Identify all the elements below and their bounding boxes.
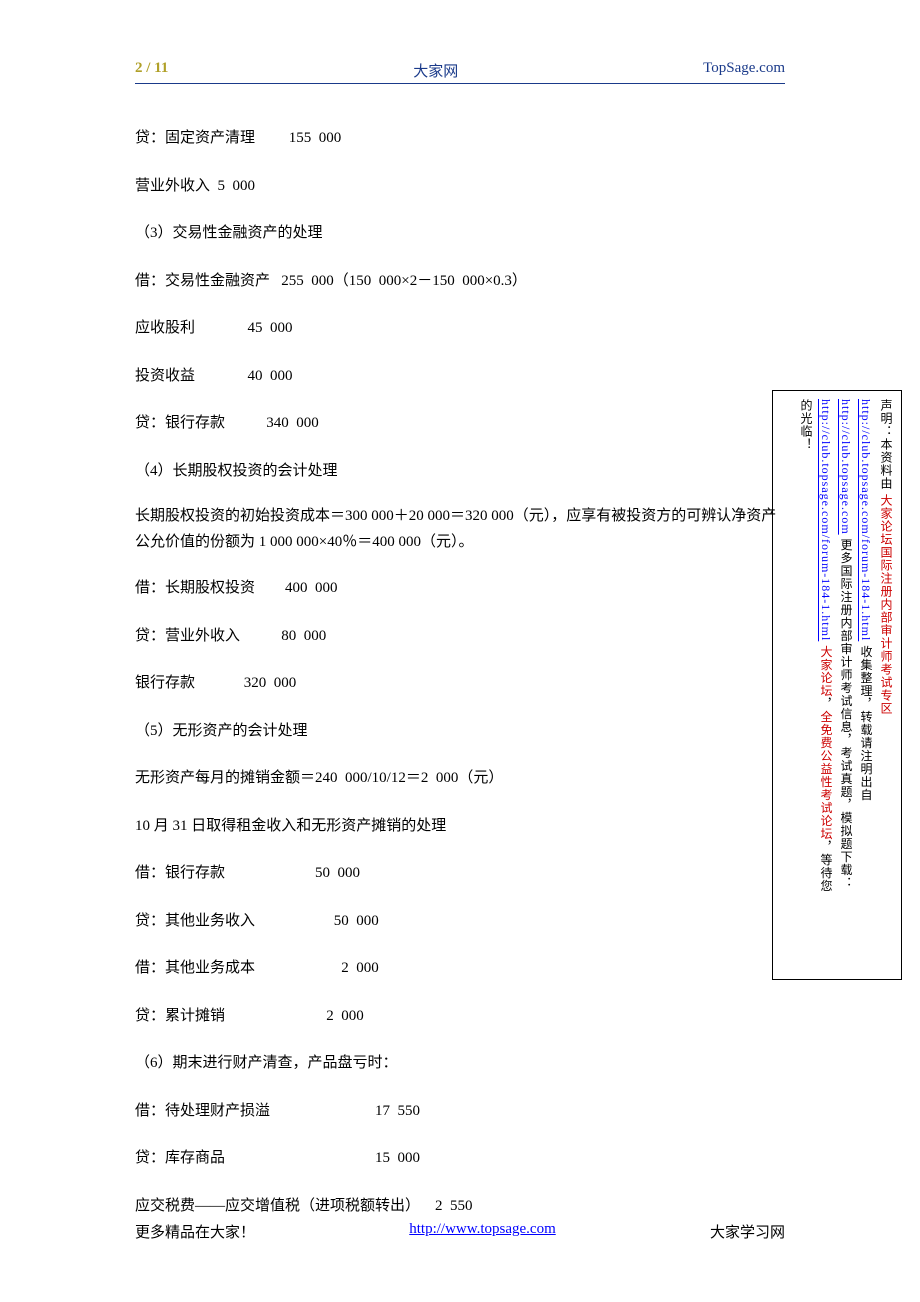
text-line: 贷：累计摊销 2 000 [135,1002,785,1031]
text-line: 借：待处理财产损溢 17 550 [135,1097,785,1126]
sidebar-col-4: http://club.topsage.com/forum-184-1.html… [817,399,835,971]
text-line: 投资收益 40 000 [135,362,785,391]
footer-link[interactable]: http://www.topsage.com [409,1221,556,1242]
footer-left: 更多精品在大家！ [135,1221,255,1242]
page-header: 2 / 11 大家网 TopSage.com [135,60,785,84]
sidebar-text: 声明：本资料由 [879,399,893,494]
site-domain: TopSage.com [703,60,785,81]
text-line: 应交税费——应交增值税（进项税额转出） 2 550 [135,1192,785,1221]
sidebar-text: 收集整理，转载请注明出自 [859,641,873,801]
text-line: 银行存款 320 000 [135,669,785,698]
footer-right: 大家学习网 [710,1221,785,1242]
text-line: 贷：银行存款 340 000 [135,409,785,438]
page-footer: 更多精品在大家！ http://www.topsage.com 大家学习网 [135,1221,785,1242]
disclaimer-sidebar: 声明：本资料由 大家论坛国际注册内部审计师考试专区 http://club.to… [772,390,902,980]
section-heading: （4）长期股权投资的会计处理 [135,457,785,486]
text-line: 贷：其他业务收入 50 000 [135,907,785,936]
section-heading: （3）交易性金融资产的处理 [135,219,785,248]
text-line: 借：银行存款 50 000 [135,859,785,888]
sidebar-link[interactable]: http://club.topsage.com [839,399,853,535]
sidebar-text: 的光临！ [799,399,813,451]
text-line: 贷：营业外收入 80 000 [135,622,785,651]
text-line: 借：其他业务成本 2 000 [135,954,785,983]
sidebar-text-red: 全免费公益性考试论坛 [819,710,833,840]
sidebar-text: ，等待您 [819,840,833,892]
text-line: 无形资产每月的摊销金额＝240 000/10/12＝2 000（元） [135,764,785,793]
document-body: 贷：固定资产清理 155 000 营业外收入 5 000 （3）交易性金融资产的… [135,124,785,1220]
text-line: 营业外收入 5 000 [135,172,785,201]
text-paragraph: 长期股权投资的初始投资成本＝300 000＋20 000＝320 000（元），… [135,504,785,555]
text-line: 借：长期股权投资 400 000 [135,574,785,603]
section-heading: （6）期末进行财产清查，产品盘亏时： [135,1049,785,1078]
sidebar-col-1: 声明：本资料由 大家论坛国际注册内部审计师考试专区 [877,399,895,971]
text-line: 借：交易性金融资产 255 000（150 000×2－150 000×0.3） [135,267,785,296]
page-number: 2 / 11 [135,60,168,81]
text-line: 应收股利 45 000 [135,314,785,343]
sidebar-text: ， [819,697,833,710]
sidebar-text: 更多国际注册内部审计师考试信息，考试真题，模拟题下载： [839,535,853,890]
section-heading: （5）无形资产的会计处理 [135,717,785,746]
sidebar-link[interactable]: http://club.topsage.com/forum-184-1.html [859,399,873,641]
sidebar-col-5: 的光临！ [797,399,815,971]
sidebar-link[interactable]: http://club.topsage.com/forum-184-1.html [819,399,833,641]
text-line: 贷：固定资产清理 155 000 [135,124,785,153]
sidebar-text-red: 大家论坛国际注册内部审计师考试专区 [879,494,893,715]
sidebar-col-2: http://club.topsage.com/forum-184-1.html… [857,399,875,971]
sidebar-text-red: 大家论坛 [819,645,833,697]
sidebar-col-3: http://club.topsage.com 更多国际注册内部审计师考试信息，… [837,399,855,971]
text-line: 贷：库存商品 15 000 [135,1144,785,1173]
text-line: 10 月 31 日取得租金收入和无形资产摊销的处理 [135,812,785,841]
site-name-cn: 大家网 [413,60,458,81]
